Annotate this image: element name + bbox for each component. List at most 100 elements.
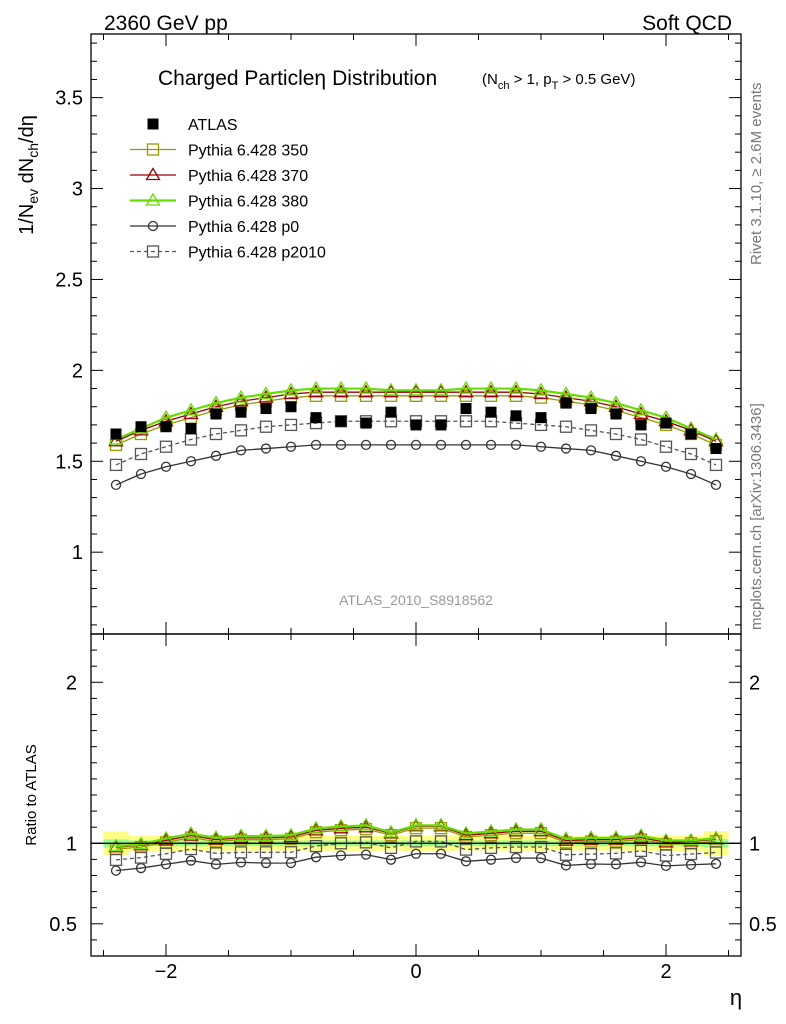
y-tick-label: 3.5: [55, 88, 83, 110]
series-2-point: [508, 380, 524, 394]
series-3-point: [285, 441, 297, 452]
series-2-ratio-point: [458, 825, 474, 839]
x-tick-label: 0: [410, 961, 421, 983]
atlas-data-point: [185, 423, 197, 435]
series-4-ratio-point: [459, 843, 473, 856]
series-2-point: [183, 402, 199, 416]
series-2-point: [233, 389, 249, 403]
series-3-point: [310, 439, 322, 451]
y-tick-label: 2.5: [55, 269, 83, 291]
series-3-point: [660, 461, 672, 472]
atlas-data-point: [710, 443, 722, 455]
series-2-point: [258, 386, 274, 400]
atlas-data-point: [435, 419, 447, 431]
series-4-point: [559, 420, 573, 433]
series-4-point: [284, 418, 298, 432]
series-4-point: [109, 458, 123, 472]
series-2-ratio-point: [233, 828, 249, 842]
series-3-point: [185, 456, 197, 467]
series-2-ratio-point: [433, 817, 449, 831]
series-4-ratio-point: [684, 847, 698, 861]
series-3-point: [410, 439, 422, 451]
atlas-data-point: [260, 403, 272, 415]
series-4-ratio-point: [209, 847, 223, 860]
atlas-data-point: [285, 401, 297, 413]
series-4-point: [159, 440, 173, 453]
series-1-point: [508, 384, 524, 398]
y-axis-label: 1/Nev dNch/dη: [16, 115, 41, 235]
series-2-ratio-point: [483, 823, 499, 837]
series-2-point: [533, 382, 549, 396]
series-4-ratio-point: [709, 846, 723, 859]
series-1-point: [233, 393, 249, 407]
series-1-point: [108, 433, 124, 447]
y-tick-label: 2: [72, 360, 83, 382]
header-right: Soft QCD: [642, 12, 732, 35]
series-2-point: [358, 380, 374, 394]
legend-label-atlas: ATLAS: [188, 117, 238, 134]
atlas-data-point: [110, 428, 122, 440]
series-3-ratio-point: [335, 850, 347, 861]
series-2-ratio-point: [308, 820, 324, 834]
series-2-ratio-point: [108, 838, 124, 852]
atlas-data-point: [135, 421, 147, 433]
series-2-ratio-point: [658, 832, 674, 846]
series-4-ratio-line: [115, 840, 717, 861]
title-tail: Distribution: [332, 67, 437, 90]
series-1-point: [283, 386, 299, 400]
atlas-data-point: [385, 406, 397, 418]
series-4-point: [259, 420, 273, 433]
ratio-y-tick-label-right: 0.5: [749, 914, 777, 936]
series-3-ratio-point: [610, 859, 622, 870]
rivet-label: Rivet 3.1.10, ≥ 2.6M events: [748, 83, 765, 266]
series-1-line: [115, 391, 717, 442]
header-left: 2360 GeV pp: [104, 12, 228, 35]
series-3-ratio-point: [685, 859, 697, 870]
main-series-group: [108, 380, 724, 491]
series-2-ratio-point: [358, 817, 374, 831]
series-3-point: [510, 439, 522, 451]
series-1-point: [183, 406, 199, 420]
legend-label-2: Pythia 6.428 380: [188, 194, 308, 211]
series-3-ratio-point: [510, 852, 522, 864]
series-0-ratio-line: [115, 827, 717, 850]
series-4-point: [134, 447, 148, 461]
series-4-ratio-point: [559, 848, 573, 861]
series-4-ratio-point: [659, 849, 673, 862]
series-3-ratio-point: [410, 848, 422, 859]
series-4-point: [584, 424, 598, 437]
series-3-point: [710, 479, 722, 491]
series-3-ratio-point: [385, 854, 397, 865]
series-3-point: [560, 443, 572, 454]
series-4-point: [184, 433, 198, 446]
series-2-point: [283, 382, 299, 396]
series-3-point: [435, 439, 447, 451]
y-tick-label: 1.5: [55, 451, 83, 473]
y-tick-label: 3: [72, 179, 83, 201]
ratio-y-tick-label: 0.5: [49, 914, 77, 936]
series-4-line: [115, 420, 717, 466]
series-3-point: [685, 468, 697, 480]
atlas-data-point: [160, 421, 172, 433]
series-3-ratio-point: [535, 852, 547, 864]
series-2-point: [333, 380, 349, 394]
ratio-y-tick-label-right: 1: [749, 833, 760, 855]
legend-marker-atlas: [147, 118, 159, 130]
series-4-ratio-point: [184, 842, 198, 856]
series-4-ratio-point: [609, 847, 623, 860]
legend-label-4: Pythia 6.428 p2010: [188, 245, 326, 262]
atlas-data-point: [510, 410, 522, 422]
series-2-ratio-point: [183, 825, 199, 839]
series-4-ratio-point: [434, 835, 448, 848]
series-4-ratio-point: [284, 846, 298, 859]
analysis-watermark: ATLAS_2010_S8918562: [339, 592, 493, 608]
atlas-data-point: [585, 403, 597, 415]
atlas-data-point: [460, 403, 472, 415]
title-main: Charged Particle: [158, 67, 314, 90]
series-2-ratio-point: [583, 830, 599, 844]
axes-group: −2 0 2 1 1.5 2 2.5 3 3.5 0.5 0.5 1 1 2 2: [49, 33, 777, 983]
legend: ATLAS Pythia 6.428 350 Pythia 6.428 370 Pyt…: [130, 117, 326, 262]
legend-label-1: Pythia 6.428 370: [188, 168, 308, 185]
series-2-point: [308, 380, 324, 394]
